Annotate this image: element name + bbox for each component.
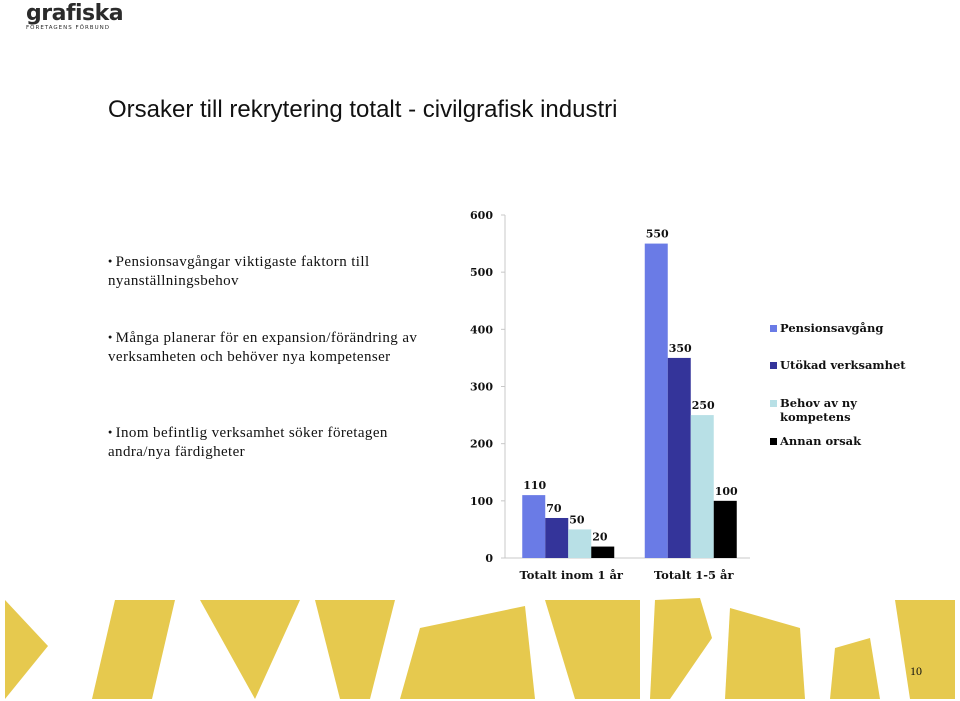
data-label: 250 <box>692 399 715 412</box>
y-tick-label: 200 <box>470 438 493 451</box>
data-label: 550 <box>646 228 669 241</box>
decor-shape <box>650 598 712 699</box>
x-tick-label: Totalt 1-5 år <box>654 568 735 582</box>
bar <box>713 500 737 558</box>
logo-wordmark: grafiska <box>26 1 124 26</box>
y-tick-label: 600 <box>470 209 493 222</box>
data-label: 20 <box>592 531 608 544</box>
decor-shape <box>5 600 48 699</box>
decor-shape <box>400 606 535 699</box>
decor-shape <box>725 608 805 699</box>
decor-shape <box>895 600 955 699</box>
decorative-banner <box>5 598 955 699</box>
legend-swatch <box>770 438 777 445</box>
logo: grafiska FÖRETAGENS FÖRBUND <box>26 1 124 32</box>
legend-swatch <box>770 325 777 332</box>
data-label: 110 <box>523 479 546 492</box>
y-tick-label: 300 <box>470 381 493 394</box>
bar <box>522 495 546 558</box>
decor-shape <box>545 600 640 699</box>
decor-shape <box>315 600 395 699</box>
y-tick-label: 0 <box>485 552 493 565</box>
legend-swatch <box>770 400 777 407</box>
logo-tagline: FÖRETAGENS FÖRBUND <box>26 25 110 31</box>
bar <box>690 415 714 558</box>
page-number: 10 <box>910 664 922 678</box>
bullet-item: Pensionsavgångar viktigaste faktorn till… <box>108 252 453 291</box>
legend-label: Behov av ny <box>780 396 857 410</box>
y-tick-label: 100 <box>470 495 493 508</box>
data-label: 70 <box>546 502 562 515</box>
bullet-item: Många planerar för en expansion/förändri… <box>108 328 453 367</box>
decor-shape <box>92 600 175 699</box>
y-tick-label: 400 <box>470 323 493 336</box>
legend-label: Pensionsavgång <box>780 321 883 335</box>
bar <box>591 546 615 558</box>
bullet-item: Inom befintlig verksamhet söker företage… <box>108 423 453 462</box>
data-label: 100 <box>715 485 738 498</box>
bar <box>644 243 668 559</box>
decor-shape <box>200 600 300 699</box>
legend-label: Annan orsak <box>779 434 862 448</box>
x-tick-label: Totalt inom 1 år <box>520 568 624 582</box>
decor-shape <box>830 638 880 699</box>
y-tick-label: 500 <box>470 266 493 279</box>
bar <box>545 517 569 558</box>
data-label: 50 <box>569 513 585 526</box>
legend-label: Utökad verksamhet <box>780 358 906 372</box>
legend-label: kompetens <box>780 410 851 424</box>
bar <box>568 529 592 558</box>
legend-swatch <box>770 362 777 369</box>
bar <box>667 357 691 558</box>
slide-title: Orsaker till rekrytering totalt - civilg… <box>108 96 618 123</box>
data-label: 350 <box>669 342 692 355</box>
